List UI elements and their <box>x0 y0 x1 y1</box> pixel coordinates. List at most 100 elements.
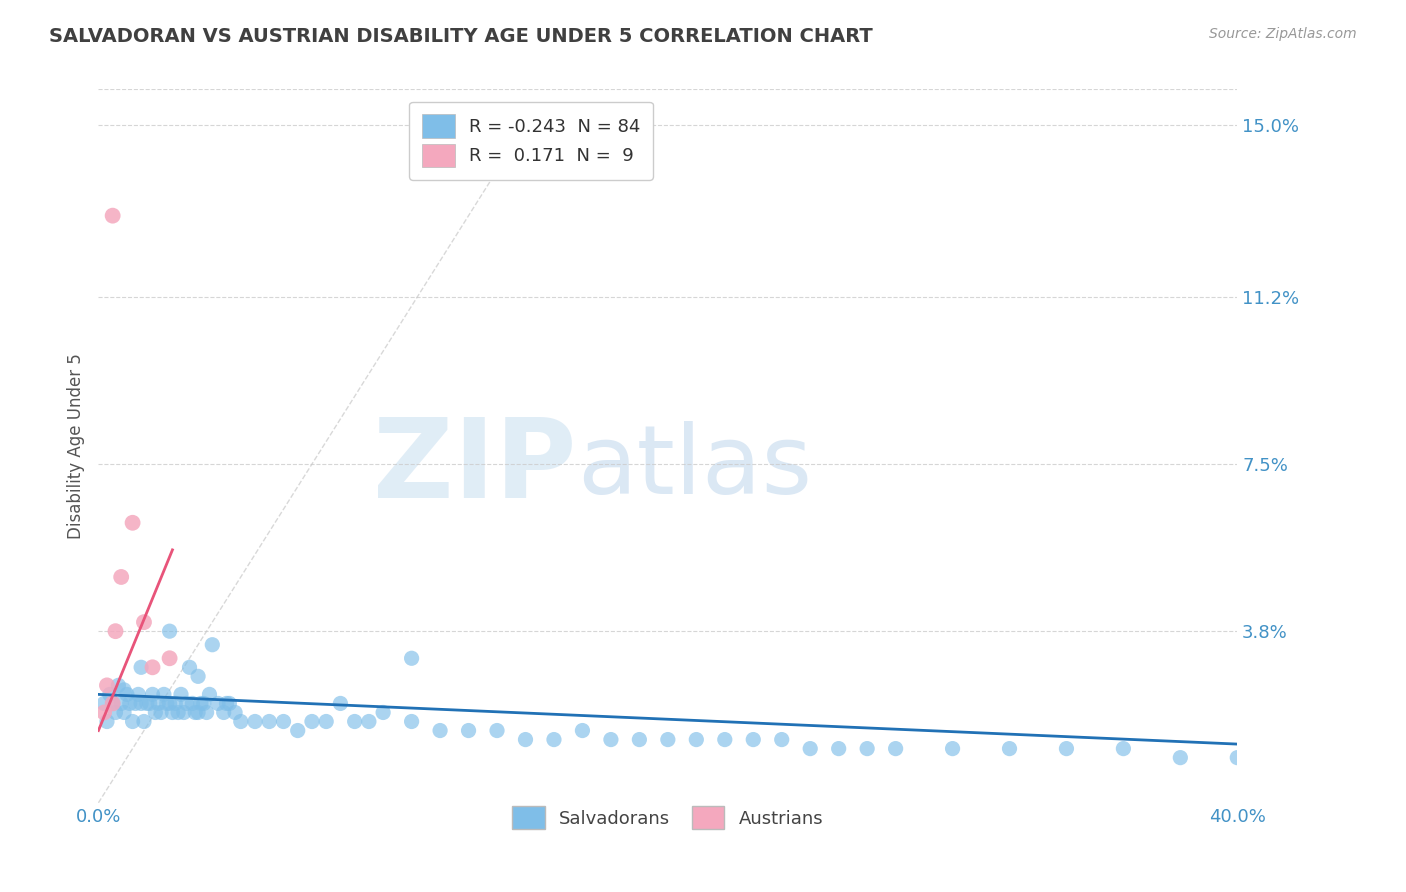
Point <box>571 723 593 738</box>
Text: ZIP: ZIP <box>374 414 576 521</box>
Point <box>998 741 1021 756</box>
Point <box>429 723 451 738</box>
Y-axis label: Disability Age Under 5: Disability Age Under 5 <box>66 353 84 539</box>
Point <box>401 714 423 729</box>
Point <box>259 714 281 729</box>
Point <box>343 714 366 729</box>
Point <box>195 706 218 720</box>
Text: Source: ZipAtlas.com: Source: ZipAtlas.com <box>1209 27 1357 41</box>
Point <box>193 697 215 711</box>
Point <box>104 706 127 720</box>
Point <box>229 714 252 729</box>
Point <box>401 651 423 665</box>
Point <box>1170 750 1192 764</box>
Point <box>179 660 201 674</box>
Point <box>162 706 184 720</box>
Point <box>770 732 793 747</box>
Point <box>153 687 176 701</box>
Point <box>207 697 229 711</box>
Point <box>132 714 155 729</box>
Point <box>112 706 135 720</box>
Point <box>942 741 965 756</box>
Point <box>190 697 212 711</box>
Point <box>215 697 238 711</box>
Point <box>173 706 195 720</box>
Point <box>93 697 115 711</box>
Point <box>165 697 187 711</box>
Point <box>187 669 209 683</box>
Point <box>145 706 167 720</box>
Text: atlas: atlas <box>576 421 811 514</box>
Point <box>714 732 737 747</box>
Point <box>93 706 115 720</box>
Point <box>287 723 309 738</box>
Point <box>176 697 198 711</box>
Point <box>856 741 879 756</box>
Point <box>685 732 707 747</box>
Point <box>104 624 127 639</box>
Point <box>129 697 152 711</box>
Point <box>170 687 193 701</box>
Point <box>600 732 623 747</box>
Point <box>457 723 479 738</box>
Point <box>657 732 679 747</box>
Text: SALVADORAN VS AUSTRIAN DISABILITY AGE UNDER 5 CORRELATION CHART: SALVADORAN VS AUSTRIAN DISABILITY AGE UN… <box>49 27 873 45</box>
Point <box>156 697 179 711</box>
Point <box>1226 750 1249 764</box>
Point <box>107 678 129 692</box>
Point <box>212 706 235 720</box>
Legend: Salvadorans, Austrians: Salvadorans, Austrians <box>505 799 831 837</box>
Point <box>315 714 337 729</box>
Point <box>184 706 207 720</box>
Point <box>1112 741 1135 756</box>
Point <box>884 741 907 756</box>
Point <box>121 516 143 530</box>
Point <box>742 732 765 747</box>
Point <box>138 697 160 711</box>
Point <box>301 714 323 729</box>
Point <box>218 697 240 711</box>
Point <box>124 697 146 711</box>
Point <box>98 687 121 701</box>
Point <box>96 714 118 729</box>
Point <box>243 714 266 729</box>
Point <box>129 660 152 674</box>
Point <box>110 570 132 584</box>
Point <box>1056 741 1078 756</box>
Point <box>150 706 173 720</box>
Point <box>167 706 190 720</box>
Point <box>159 697 181 711</box>
Point <box>96 678 118 692</box>
Point <box>486 723 509 738</box>
Point <box>101 697 124 711</box>
Point <box>101 697 124 711</box>
Point <box>201 638 224 652</box>
Point <box>543 732 565 747</box>
Point <box>127 687 149 701</box>
Point <box>141 687 163 701</box>
Point <box>148 697 170 711</box>
Point <box>141 660 163 674</box>
Point <box>112 682 135 697</box>
Point <box>373 706 395 720</box>
Point <box>198 687 221 701</box>
Point <box>132 615 155 629</box>
Point <box>181 697 204 711</box>
Point <box>628 732 651 747</box>
Point <box>101 209 124 223</box>
Point <box>121 714 143 729</box>
Point <box>135 697 157 711</box>
Point <box>515 732 537 747</box>
Point <box>115 687 138 701</box>
Point <box>273 714 295 729</box>
Point <box>357 714 380 729</box>
Point <box>329 697 352 711</box>
Point <box>187 706 209 720</box>
Point <box>224 706 246 720</box>
Point <box>159 651 181 665</box>
Point <box>159 624 181 639</box>
Point <box>828 741 851 756</box>
Point <box>110 697 132 711</box>
Point <box>799 741 821 756</box>
Point <box>118 697 141 711</box>
